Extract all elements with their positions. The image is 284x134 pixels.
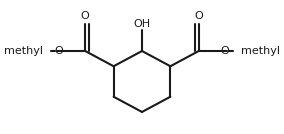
Text: O: O: [81, 10, 90, 21]
Text: O: O: [220, 46, 229, 56]
Text: methyl: methyl: [4, 46, 43, 56]
Text: methyl: methyl: [241, 46, 280, 56]
Text: O: O: [55, 46, 64, 56]
Text: O: O: [194, 10, 203, 21]
Text: OH: OH: [133, 18, 151, 29]
